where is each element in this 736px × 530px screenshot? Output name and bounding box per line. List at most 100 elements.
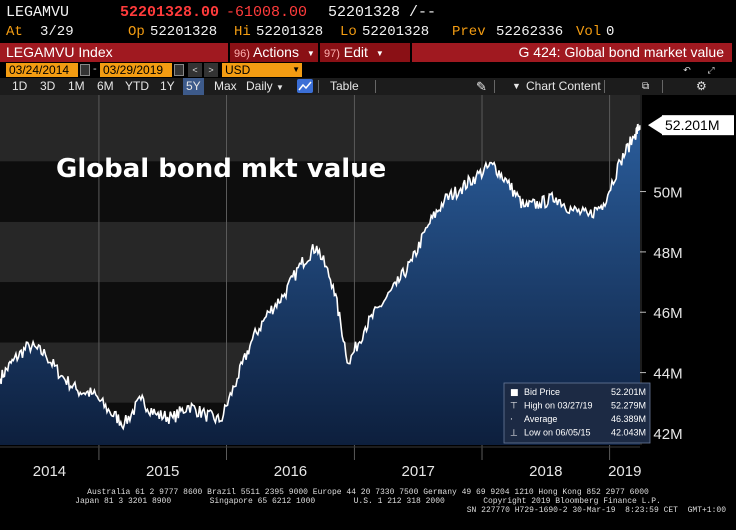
x-tick-label: 2015 xyxy=(146,463,179,480)
area-fill xyxy=(0,124,640,445)
y-tick-label: 44M xyxy=(653,366,682,383)
last-price: 52201328.00 xyxy=(120,4,220,21)
prev-label: Prev xyxy=(452,24,486,40)
high-label: Hi xyxy=(234,24,251,40)
edit-number: 97) xyxy=(324,48,340,60)
low-value: 52201328 xyxy=(362,24,430,40)
x-axis: 2014 2015 2016 2017 2018 2019 xyxy=(33,463,642,480)
period-ytd[interactable]: YTD xyxy=(125,79,149,93)
legend-value: 52.201M xyxy=(611,387,646,397)
divider xyxy=(375,80,376,93)
ticker: LEGAMVU xyxy=(6,4,70,21)
expand-icon[interactable]: ⤢ xyxy=(704,63,718,77)
function-title: G 424: Global bond market value xyxy=(412,43,732,62)
legend-box xyxy=(503,382,651,444)
table-button[interactable]: Table xyxy=(330,79,359,93)
y-tick-label: 50M xyxy=(653,185,682,202)
divider xyxy=(604,80,605,93)
prev-period-button[interactable]: < xyxy=(188,63,202,77)
legend-label: Bid Price xyxy=(524,387,560,397)
actions-menu[interactable]: 96) Actions ▼ xyxy=(230,43,318,62)
y-tick-label: 48M xyxy=(653,245,682,262)
high-value: 52201328 xyxy=(256,24,324,40)
edit-menu[interactable]: 97) Edit ▼ xyxy=(320,43,410,62)
y-tick-label: 46M xyxy=(653,305,682,322)
currency-value: USD xyxy=(225,63,251,77)
end-date-input[interactable]: 03/29/2019 xyxy=(100,63,172,77)
legend-label: High on 03/27/19 xyxy=(524,401,593,411)
legend-marker: ⊥ xyxy=(510,429,518,439)
bid-ask: 52201328 /-- xyxy=(328,4,437,21)
period-1d[interactable]: 1D xyxy=(12,79,28,93)
chevron-down-icon: ▼ xyxy=(375,48,384,58)
period-3d[interactable]: 3D xyxy=(40,79,56,93)
security-name[interactable]: LEGAMVU Index xyxy=(0,43,228,62)
divider xyxy=(494,80,495,93)
open-value: 52201328 xyxy=(150,24,218,40)
chevron-down-icon: ▼ xyxy=(306,48,315,58)
last-value-pointer xyxy=(648,116,662,135)
chart-title: Global bond mkt value xyxy=(56,154,386,184)
footer-line-2: Japan 81 3 3201 8900 Singapore 65 6212 1… xyxy=(75,497,661,506)
legend-marker: ⊤ xyxy=(510,402,518,412)
x-tick-label: 2016 xyxy=(274,463,307,480)
toolbar: LEGAMVU Index 96) Actions ▼ 97) Edit ▼ G… xyxy=(0,43,736,62)
chevron-down-icon[interactable]: ▼ xyxy=(512,81,521,91)
next-period-button[interactable]: > xyxy=(204,63,218,77)
open-label: Op xyxy=(128,24,145,40)
date-separator: - xyxy=(93,63,97,75)
volume-label: Vol xyxy=(576,24,602,40)
drawing-tools-icon[interactable]: ✎ xyxy=(476,79,487,94)
edit-label: Edit xyxy=(343,44,368,60)
line-chart-icon[interactable] xyxy=(297,79,313,93)
calendar-icon[interactable] xyxy=(174,64,184,76)
legend-value: 52.279M xyxy=(611,401,646,411)
legend-marker: · xyxy=(510,415,513,425)
frequency-select[interactable]: Daily ▼ xyxy=(246,78,284,96)
legend: ■ Bid Price 52.201M ⊤ High on 03/27/19 52.279… xyxy=(503,382,651,444)
start-date-input[interactable]: 03/24/2014 xyxy=(6,63,78,77)
divider xyxy=(318,80,319,93)
quote-header: LEGAMVU 52201328.00 -61008.00 52201328 /… xyxy=(0,4,736,23)
volume-value: 0 xyxy=(606,24,615,40)
x-tick-label: 2018 xyxy=(529,463,562,480)
undo-icon[interactable]: ↶ xyxy=(680,63,694,77)
price-chart[interactable]: 42M 44M 46M 48M 50M 2014 2015 2016 2017 2018 2019… xyxy=(0,95,736,485)
actions-label: Actions xyxy=(253,44,299,60)
calendar-icon[interactable] xyxy=(80,64,90,76)
last-value-label: 52.201M xyxy=(665,117,719,133)
legend-marker: ■ xyxy=(510,388,519,398)
at-date: 3/29 xyxy=(40,24,74,40)
last-value-marker: 52.201M xyxy=(648,115,734,136)
chevron-down-icon: ▼ xyxy=(276,83,284,92)
date-range-row: 03/24/2014 - 03/29/2019 < > USD ▼ ↶ ⤢ xyxy=(0,63,736,78)
price-line xyxy=(0,123,641,431)
legend-label: Low on 06/05/15 xyxy=(524,428,591,438)
period-6m[interactable]: 6M xyxy=(97,79,114,93)
x-tick-label: 2017 xyxy=(402,463,435,480)
prev-value: 52262336 xyxy=(496,24,564,40)
period-5y[interactable]: 5Y xyxy=(183,78,204,95)
divider xyxy=(662,80,663,93)
at-label: At xyxy=(6,24,23,40)
footer-line-1: Australia 61 2 9777 8600 Brazil 5511 239… xyxy=(87,488,649,497)
frequency-value: Daily xyxy=(246,79,273,93)
gear-icon[interactable]: ⚙ xyxy=(696,79,707,93)
period-1m[interactable]: 1M xyxy=(68,79,85,93)
legend-label: Average xyxy=(524,414,557,424)
low-label: Lo xyxy=(340,24,357,40)
zoom-icon[interactable]: ⧉ xyxy=(642,81,650,92)
price-change: -61008.00 xyxy=(226,4,308,21)
actions-number: 96) xyxy=(234,48,250,60)
period-row: 1D 3D 1M 6M YTD 1Y 5Y Max Daily ▼ Table … xyxy=(0,78,736,95)
chart-content-button[interactable]: Chart Content xyxy=(526,79,601,93)
chevron-down-icon: ▼ xyxy=(292,65,300,74)
currency-select[interactable]: USD ▼ xyxy=(222,63,302,77)
last-value-box xyxy=(662,115,734,136)
period-1y[interactable]: 1Y xyxy=(160,79,175,93)
legend-value: 46.389M xyxy=(611,414,646,424)
grid-band xyxy=(0,95,640,162)
footer-line-3: SN 227770 H729-1690-2 30-Mar-19 8:23:59 … xyxy=(466,506,726,515)
legend-value: 42.043M xyxy=(611,428,646,438)
period-max[interactable]: Max xyxy=(214,79,237,93)
